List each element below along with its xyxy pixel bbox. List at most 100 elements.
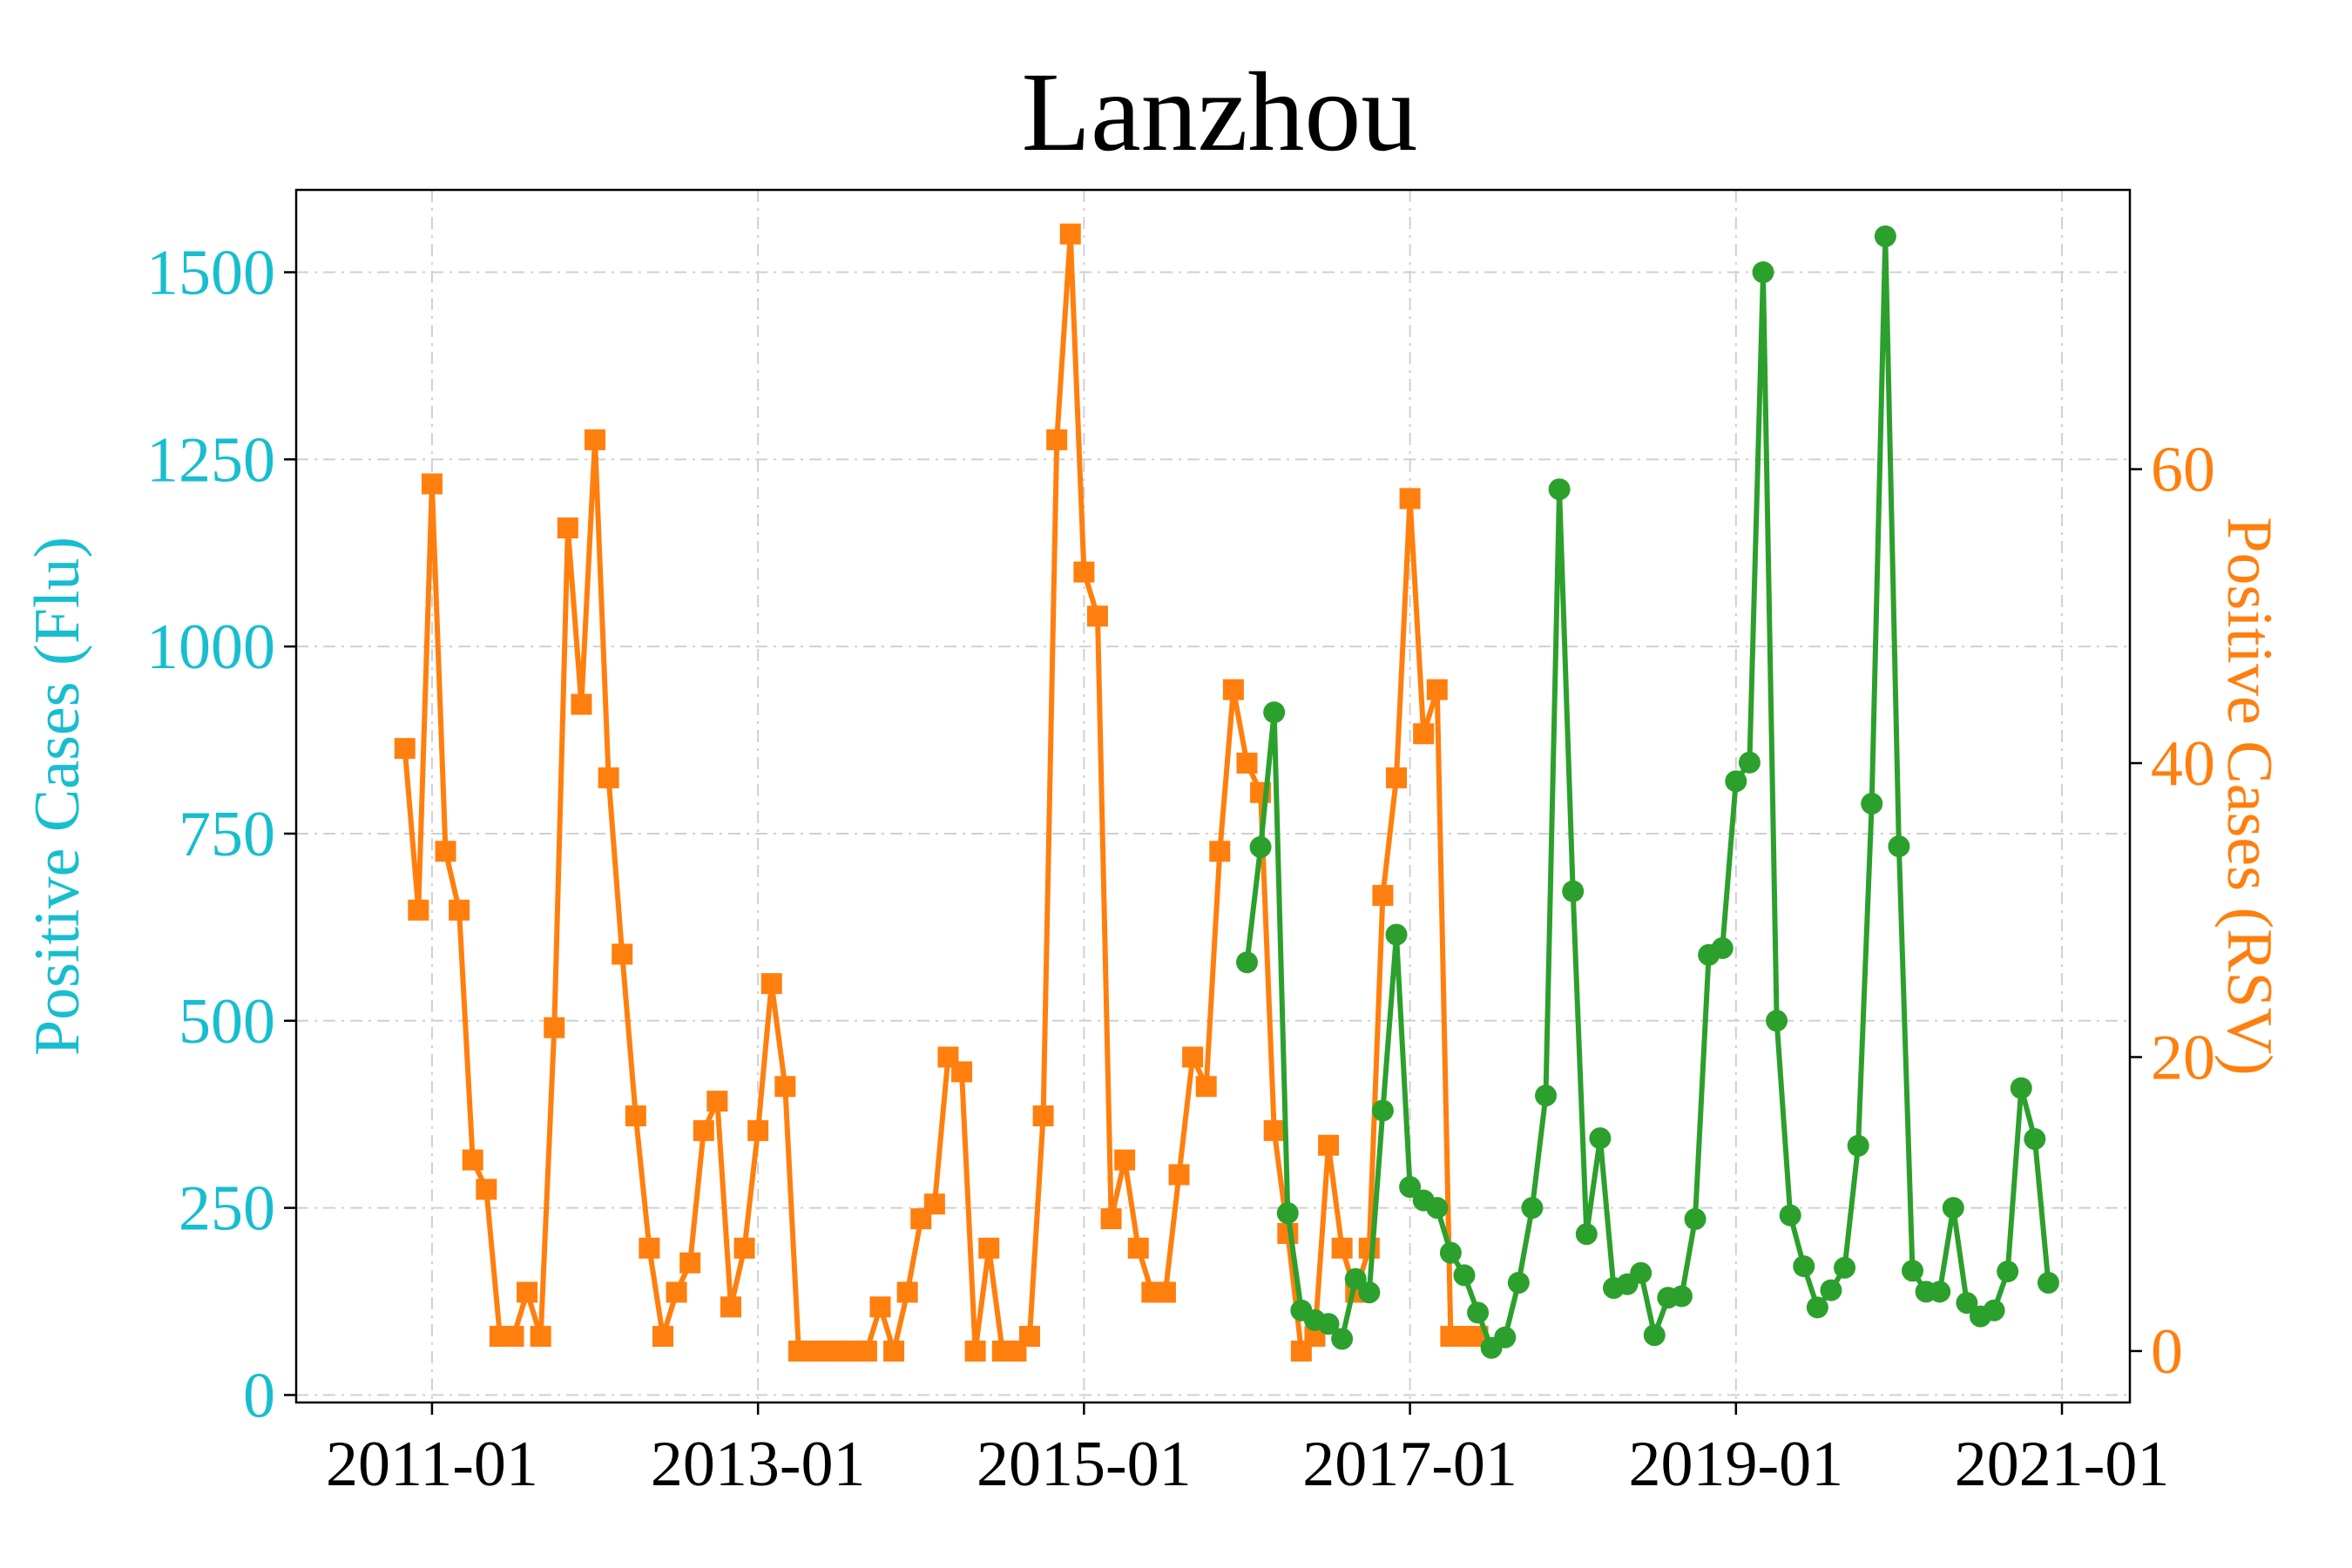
data-point-rsv — [476, 1179, 497, 1200]
data-point-flu — [2037, 1272, 2059, 1294]
data-point-rsv — [1046, 429, 1068, 450]
y-left-tick-label: 750 — [179, 799, 275, 870]
x-tick-label: 2013-01 — [651, 1429, 866, 1500]
y-left-tick-label: 1000 — [146, 612, 275, 683]
data-point-rsv — [1154, 1281, 1176, 1303]
y-left-tick-label: 500 — [179, 986, 275, 1058]
data-point-rsv — [1195, 1076, 1217, 1098]
data-point-rsv — [1100, 1208, 1122, 1230]
data-point-rsv — [1331, 1237, 1353, 1259]
data-point-flu — [1276, 1202, 1299, 1225]
data-point-rsv — [612, 943, 633, 965]
data-point-rsv — [706, 1091, 728, 1112]
data-point-rsv — [693, 1119, 714, 1141]
data-point-rsv — [1358, 1237, 1380, 1259]
data-point-flu — [1235, 951, 1258, 974]
data-point-flu — [1521, 1197, 1544, 1220]
plot-frame — [294, 188, 2132, 1404]
data-point-rsv — [1386, 767, 1407, 788]
data-point-flu — [1507, 1272, 1530, 1294]
data-point-flu — [1929, 1281, 1951, 1303]
data-point-rsv — [421, 473, 443, 495]
chart-title: Lanzhou — [1022, 50, 1418, 175]
data-point-flu — [1983, 1299, 2005, 1321]
data-point-rsv — [1209, 841, 1231, 862]
data-point-rsv — [1032, 1105, 1054, 1126]
data-point-rsv — [964, 1340, 986, 1362]
data-point-rsv — [733, 1237, 755, 1259]
data-point-flu — [1548, 478, 1571, 501]
data-point-flu — [1399, 1176, 1422, 1199]
y-right-tick-label: 40 — [2151, 728, 2215, 800]
data-point-rsv — [760, 973, 782, 995]
data-point-rsv — [1426, 679, 1448, 700]
x-tick-label: 2015-01 — [977, 1429, 1192, 1500]
data-point-flu — [1562, 880, 1585, 902]
x-tick-label: 2017-01 — [1302, 1429, 1517, 1500]
series-line-flu — [1244, 233, 2051, 1351]
series-line-rsv — [402, 231, 1478, 1354]
data-point-rsv — [1263, 1119, 1285, 1141]
data-point-rsv — [598, 767, 619, 788]
data-point-rsv — [1019, 1326, 1040, 1348]
data-point-rsv — [1182, 1046, 1204, 1068]
data-point-flu — [1820, 1279, 1842, 1301]
data-point-flu — [1888, 835, 1910, 858]
x-tick-label: 2019-01 — [1628, 1429, 1843, 1500]
data-point-flu — [1793, 1255, 1815, 1278]
data-point-rsv — [923, 1193, 945, 1215]
data-point-rsv — [625, 1105, 646, 1126]
data-point-rsv — [1059, 223, 1081, 245]
data-point-flu — [1834, 1256, 1856, 1279]
y-left-tick-label: 250 — [179, 1173, 275, 1245]
data-point-flu — [1711, 936, 1734, 959]
y-axis-label-flu: Positive Cases (Flu) — [22, 537, 93, 1056]
y-left-tick-label: 0 — [243, 1360, 275, 1431]
data-point-flu — [1344, 1267, 1367, 1290]
data-point-flu — [1263, 701, 1286, 724]
data-point-rsv — [1318, 1134, 1340, 1156]
data-point-rsv — [1236, 753, 1258, 774]
axes-layer: 2011-01 2013-01 2015-01 2017-01 2019-01 2021-… — [146, 188, 2215, 1500]
data-point-flu — [1779, 1204, 1801, 1227]
data-point-rsv — [747, 1119, 769, 1141]
data-point-rsv — [394, 738, 416, 760]
data-point-rsv — [652, 1326, 673, 1348]
data-point-flu — [1535, 1085, 1558, 1107]
data-point-rsv — [1086, 605, 1108, 627]
y-right-tick-label: 60 — [2151, 435, 2215, 506]
data-point-flu — [1738, 751, 1761, 774]
data-point-flu — [1385, 923, 1408, 946]
data-point-flu — [1942, 1197, 1964, 1220]
data-point-flu — [1725, 770, 1747, 793]
data-point-rsv — [530, 1326, 551, 1348]
data-point-rsv — [1073, 561, 1095, 583]
data-point-rsv — [408, 899, 429, 921]
data-point-rsv — [503, 1326, 524, 1348]
data-point-rsv — [1399, 488, 1421, 510]
data-point-flu — [1494, 1326, 1517, 1348]
data-point-rsv — [435, 841, 456, 862]
data-point-rsv — [462, 1149, 483, 1171]
data-point-rsv — [1372, 884, 1394, 906]
data-point-flu — [1902, 1260, 1924, 1282]
data-point-rsv — [679, 1252, 701, 1274]
data-point-flu — [1997, 1260, 2019, 1283]
data-point-rsv — [666, 1281, 687, 1303]
y-right-tick-label: 0 — [2151, 1316, 2183, 1388]
x-tick-label: 2011-01 — [326, 1429, 538, 1500]
data-point-rsv — [449, 899, 470, 921]
data-point-rsv — [639, 1237, 660, 1259]
data-point-flu — [1684, 1207, 1707, 1230]
series-layer — [394, 223, 2059, 1362]
data-point-flu — [1575, 1223, 1598, 1246]
y-left-tick-label: 1250 — [146, 424, 275, 496]
data-point-flu — [1630, 1261, 1652, 1284]
data-point-rsv — [855, 1340, 877, 1362]
data-point-rsv — [951, 1061, 973, 1083]
data-point-rsv — [1168, 1164, 1190, 1186]
data-point-flu — [1861, 793, 1883, 815]
data-point-rsv — [869, 1296, 891, 1318]
data-point-rsv — [1114, 1149, 1136, 1171]
